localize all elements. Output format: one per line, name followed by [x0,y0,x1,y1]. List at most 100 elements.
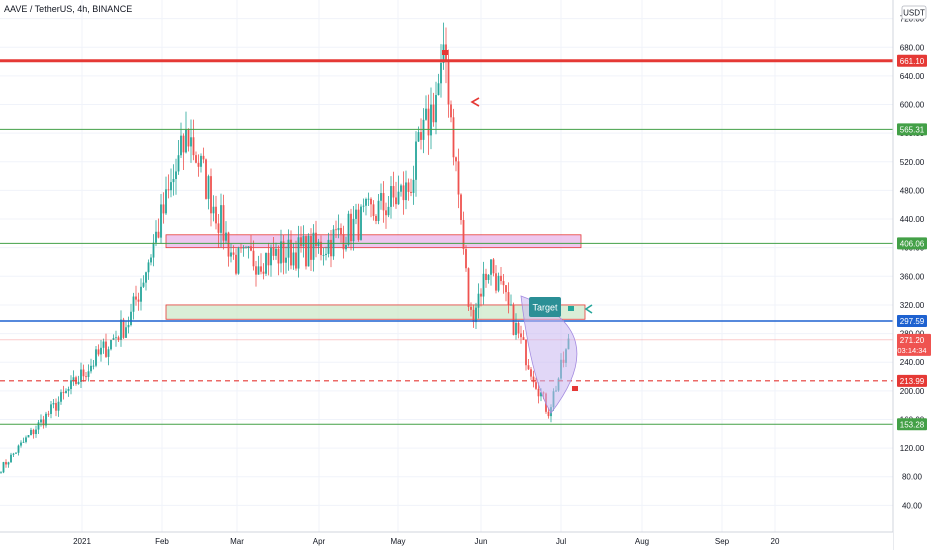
flag-icon[interactable] [568,306,574,311]
candle-up [200,155,202,167]
candle-up [437,83,440,96]
time-tick-label: Apr [313,537,326,546]
candle-down [522,337,525,340]
level-661-label-bg [897,54,927,67]
candle-up [417,132,420,142]
candle-up [12,453,15,455]
candle-up [540,392,542,397]
candle-up [365,199,367,206]
candle-up [160,204,162,238]
arrow-left-icon[interactable] [470,97,480,107]
level-565-label-bg [897,123,927,136]
flag-icon[interactable] [572,386,578,391]
candle-up [2,462,5,473]
candle-down [340,227,342,235]
candle-up [185,129,187,153]
price-tick-label: 440.00 [900,215,925,224]
candle-up [360,206,362,240]
candle-down [137,299,140,302]
candle-down [167,189,170,191]
label-layer: 661.10 565.31 406.06 297.59 213.99 153.28 271.… [897,54,931,431]
candle-up [7,462,10,465]
candle-down [492,259,495,274]
candle-up [327,239,330,254]
candle-down [187,129,190,147]
candle-up [35,429,37,435]
candle-down [320,241,322,256]
candle-down [315,232,317,247]
last-price-label: 271.20 [900,336,925,345]
flag-icon[interactable] [442,50,448,55]
candle-up [20,442,22,446]
candle-down [305,236,307,267]
candle-up [100,347,102,355]
price-tick-label: 640.00 [900,72,925,81]
candle-down [505,285,507,293]
candle-down [485,273,487,280]
candle-up [25,437,27,442]
candle-up [352,218,355,242]
candle-up [412,179,415,193]
candle-down [472,309,475,323]
candle-down [457,161,460,195]
candle-up [30,429,32,436]
time-tick-label: Sep [715,537,730,546]
candle-down [310,235,312,260]
candle-down [517,322,520,334]
candle-up [67,389,70,391]
target-label-box[interactable] [529,297,561,317]
currency-badge[interactable] [901,5,927,20]
candle-up [165,189,167,214]
candle-up [312,232,315,260]
candle-up [17,445,20,453]
candle-up [115,337,117,339]
target-projection-shape [520,295,578,414]
candle-up [87,371,90,377]
candle-down [432,104,435,123]
candle-down [282,241,285,263]
candle-down [462,220,465,250]
candle-up [170,182,172,191]
candle-down [392,186,395,198]
candle-up [150,257,152,263]
candle-down [227,232,230,257]
candle-down [335,229,337,231]
candle-down [195,155,197,163]
candle-up [422,119,425,140]
candle-up [317,241,320,247]
candle-down [520,333,522,338]
candle-up [297,237,300,269]
price-axis-panel[interactable] [893,0,932,550]
candle-up [280,241,282,264]
level-layer[interactable] [0,59,893,425]
candle-down [460,194,462,221]
arrow-left-icon[interactable] [584,304,593,314]
candle-up [355,209,357,219]
time-axis-panel[interactable] [0,532,893,550]
candle-up [225,232,227,241]
candle-up [37,422,40,430]
candle-down [535,382,537,389]
level-213-label: 213.99 [900,377,925,386]
candle-up [405,182,407,201]
candle-up [245,247,247,249]
time-tick-label: Jun [475,537,488,546]
candle-up [387,206,390,216]
candle-up [257,266,260,275]
candle-down [385,210,387,216]
candle-down [82,369,85,377]
candle-down [370,198,372,205]
candle-up [142,282,145,287]
candle-up [515,322,517,335]
candle-down [117,337,120,340]
candle-down [382,193,385,211]
annotation-layer[interactable]: Target [442,50,593,414]
chart-title: AAVE / TetherUS, 4h, BINANCE [4,4,133,14]
candle-down [205,159,207,199]
candle-up [275,248,277,256]
candle-down [500,275,502,282]
price-tick-label: 240.00 [900,358,925,367]
